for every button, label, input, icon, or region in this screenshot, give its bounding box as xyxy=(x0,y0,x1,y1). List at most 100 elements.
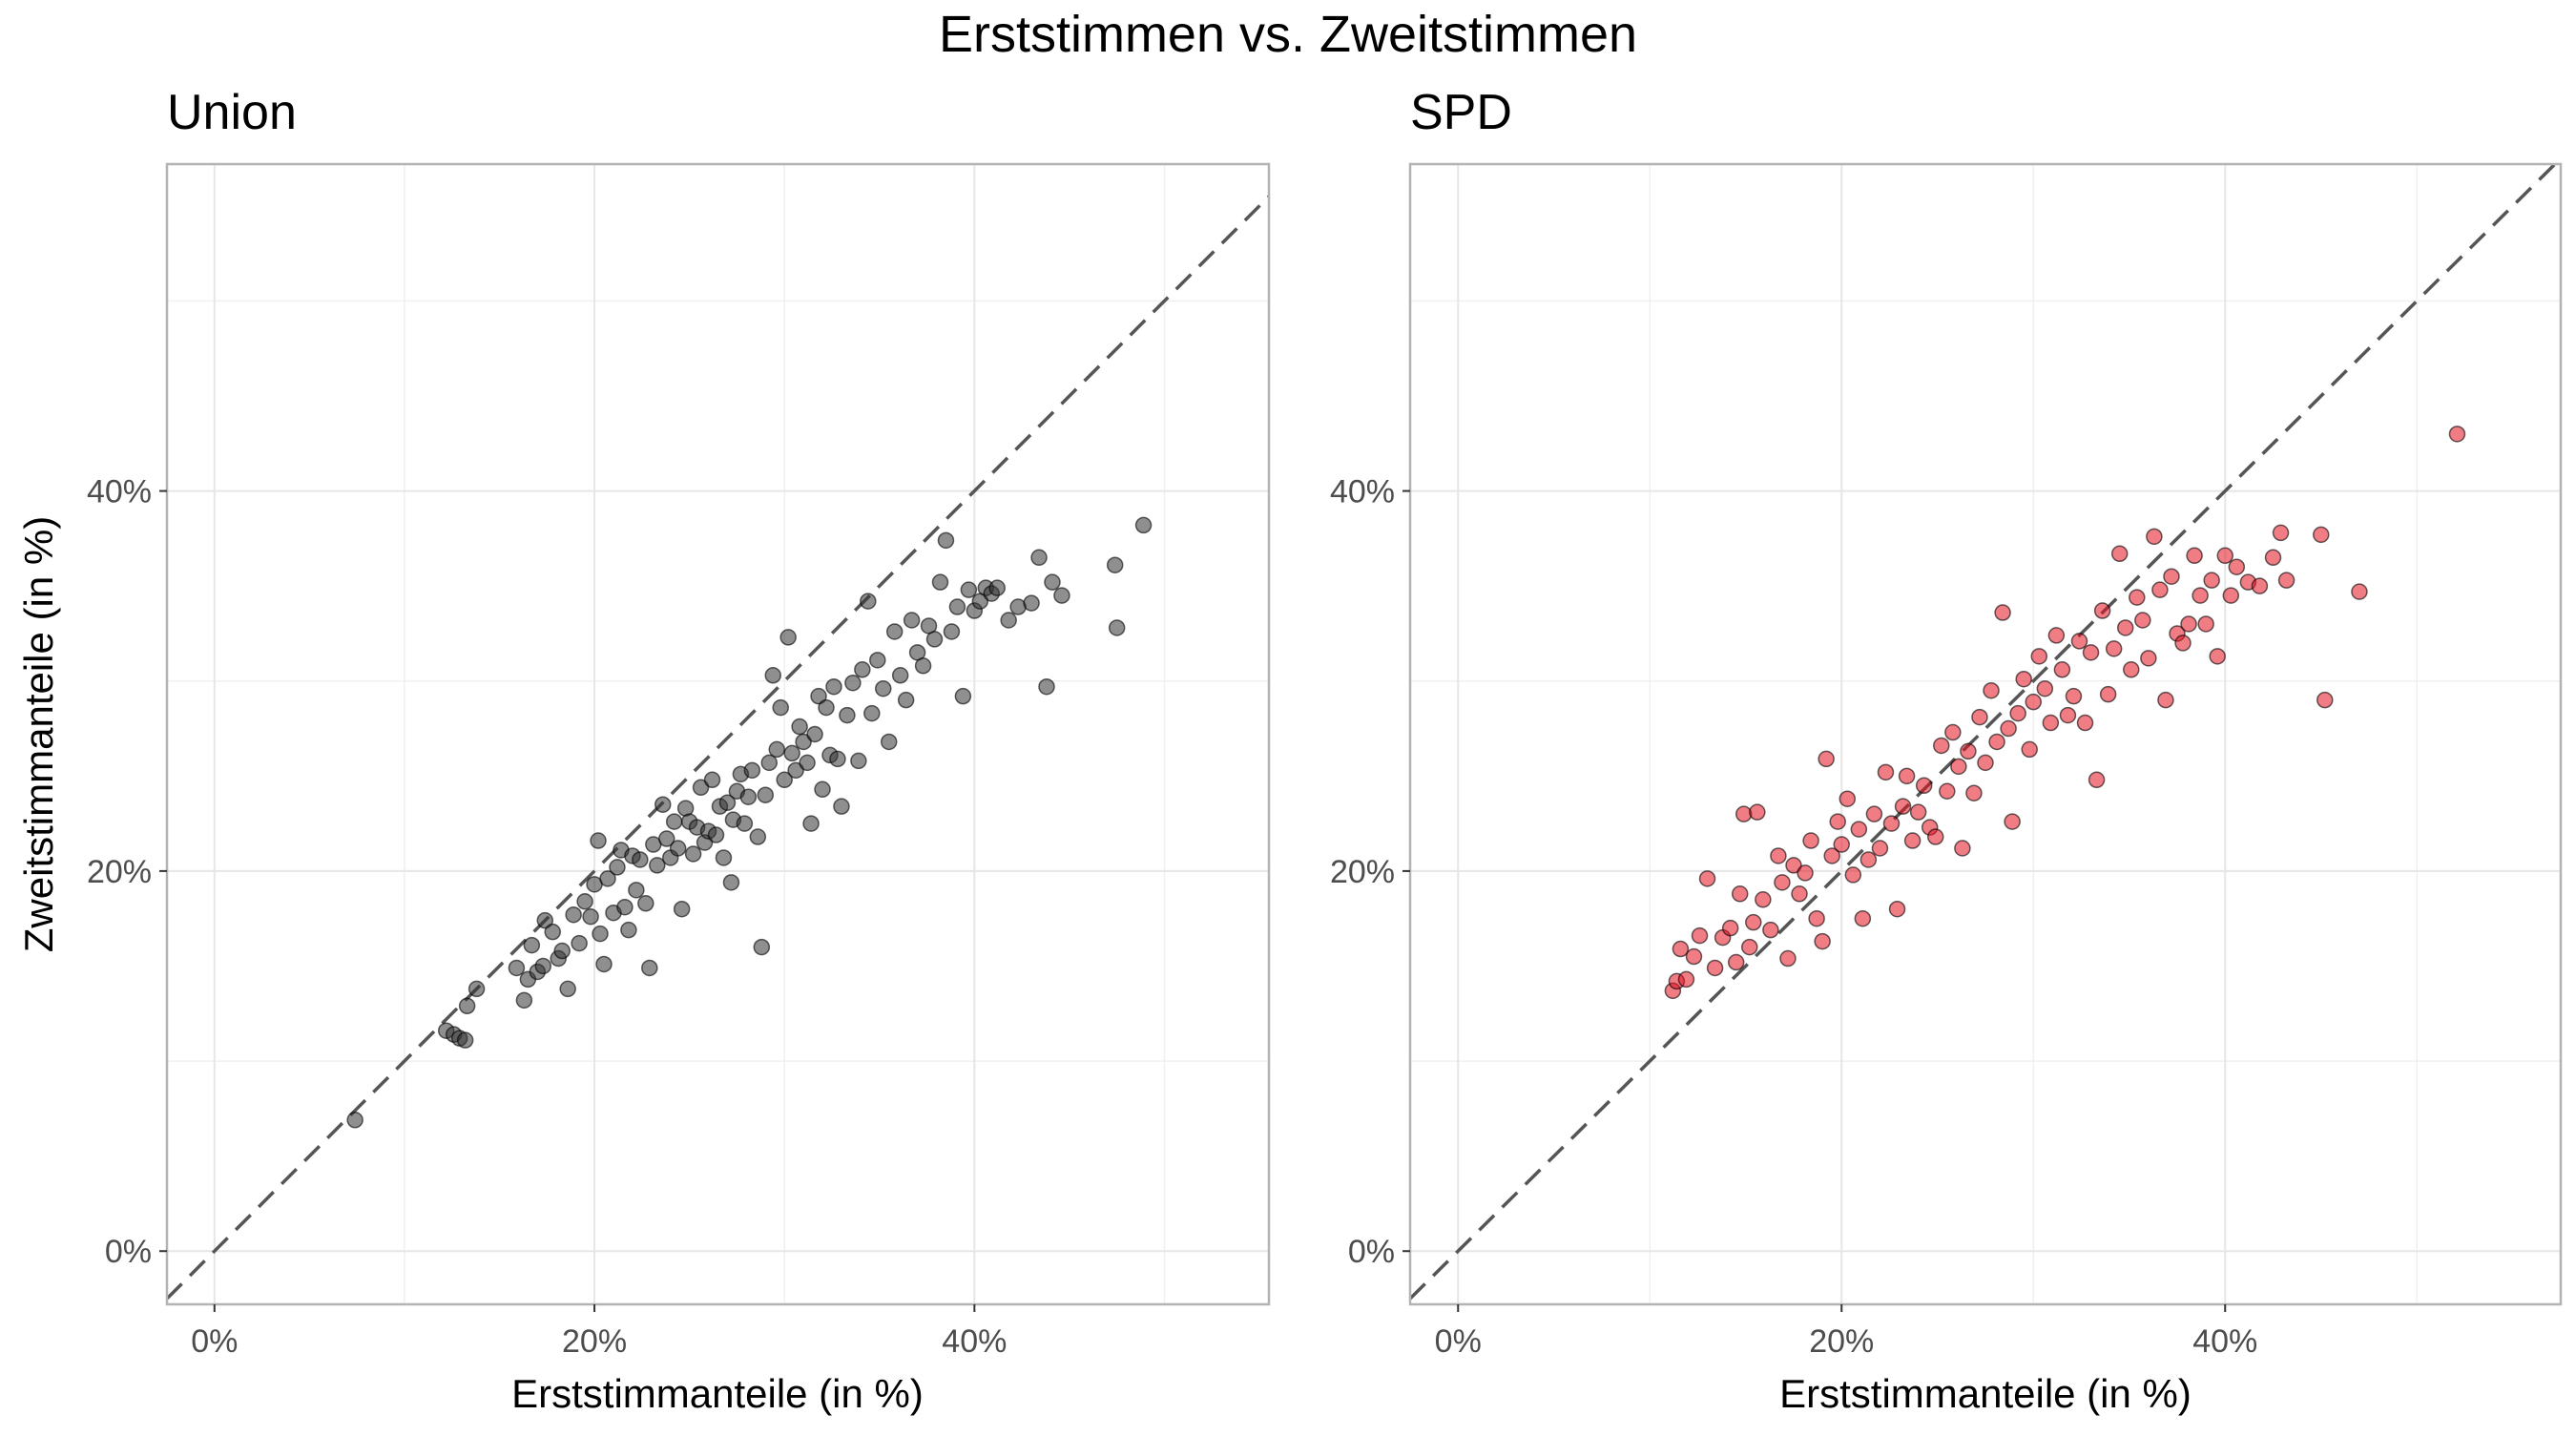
union-point xyxy=(544,923,561,941)
union-point xyxy=(620,921,637,939)
union-point xyxy=(937,531,955,550)
union-point xyxy=(791,718,808,736)
spd-point xyxy=(2076,714,2094,732)
union-point xyxy=(576,893,593,910)
union-point xyxy=(515,991,533,1009)
union-point xyxy=(931,573,949,591)
union-point xyxy=(988,579,1006,596)
spd-point xyxy=(2129,589,2146,606)
union-point xyxy=(590,832,607,849)
spd-y-tick-label: 20% xyxy=(1330,854,1395,890)
union-point xyxy=(829,750,846,768)
spd-point xyxy=(1854,909,1872,927)
union-point xyxy=(632,851,649,868)
union-point xyxy=(776,771,793,789)
union-point xyxy=(783,744,800,762)
union-point xyxy=(536,911,554,929)
union-point xyxy=(592,925,609,943)
union-point xyxy=(599,870,616,887)
spd-point xyxy=(1977,754,1994,772)
spd-point xyxy=(1672,940,1690,958)
spd-point xyxy=(1903,832,1922,849)
union-panel-title: Union xyxy=(167,85,297,140)
spd-point xyxy=(1685,947,1703,966)
spd-point xyxy=(2123,661,2140,678)
spd-point xyxy=(2264,549,2282,567)
spd-point xyxy=(1859,851,1878,868)
spd-point xyxy=(2228,558,2246,575)
spd-point xyxy=(2174,635,2192,652)
spd-point xyxy=(1844,866,1862,884)
union-y-tick-label: 40% xyxy=(87,474,152,510)
spd-point xyxy=(1797,864,1814,882)
spd-point xyxy=(1882,815,1901,832)
spd-point xyxy=(1877,763,1895,781)
spd-point xyxy=(1818,750,1835,768)
union-point xyxy=(925,631,944,648)
spd-point xyxy=(2105,640,2123,657)
figure-title: Erststimmen vs. Zweitstimmen xyxy=(939,6,1637,63)
union-y-axis-label: Zweitstimmanteile (in %) xyxy=(16,516,61,952)
spd-point xyxy=(2251,577,2269,594)
union-point xyxy=(673,900,691,918)
union-point xyxy=(897,691,915,709)
spd-point xyxy=(1954,840,1971,857)
union-point xyxy=(768,740,785,759)
spd-point xyxy=(1909,803,1927,821)
union-point xyxy=(718,794,737,811)
union-point xyxy=(1000,612,1017,629)
union-point xyxy=(814,780,831,799)
spd-point xyxy=(1808,909,1825,927)
union-point xyxy=(795,733,812,751)
union-point xyxy=(707,826,725,843)
spd-point xyxy=(1770,847,1787,864)
union-point xyxy=(743,761,761,780)
spd-point xyxy=(1915,777,1933,795)
union-point xyxy=(860,593,877,610)
spd-point xyxy=(2180,615,2197,633)
union-point xyxy=(802,815,820,832)
union-point xyxy=(880,733,898,751)
spd-point xyxy=(1731,885,1749,903)
spd-point xyxy=(1950,758,1967,776)
spd-point xyxy=(2021,740,2038,759)
spd-point xyxy=(2222,587,2240,604)
spd-point xyxy=(1823,847,1840,864)
spd-point xyxy=(1865,805,1883,822)
spd-point xyxy=(2009,704,2026,722)
spd-point xyxy=(2134,612,2151,629)
spd-point xyxy=(2192,587,2209,604)
spd-point xyxy=(1933,737,1950,755)
spd-point xyxy=(2448,426,2466,443)
union-point xyxy=(1030,549,1048,567)
spd-point xyxy=(2047,627,2066,644)
spd-point xyxy=(1898,767,1916,785)
spd-point xyxy=(1762,921,1779,939)
spd-point xyxy=(2099,685,2117,703)
union-point xyxy=(799,754,816,772)
spd-x-axis-label: Erststimmanteile (in %) xyxy=(1779,1371,2192,1416)
union-point xyxy=(863,704,881,722)
union-point xyxy=(818,698,835,717)
union-point xyxy=(523,936,541,954)
union-point xyxy=(595,955,613,973)
spd-point xyxy=(2053,661,2071,678)
spd-point xyxy=(2197,615,2214,633)
union-point xyxy=(739,788,758,805)
union-point xyxy=(609,859,626,876)
panel-union: 0% 20% 40% 0% 20% 40% Union Erststimmanteile (i… xyxy=(16,85,1271,1416)
spd-point xyxy=(1939,782,1956,800)
union-x-axis-label: Erststimmanteile (in %) xyxy=(511,1371,924,1416)
union-point xyxy=(649,857,666,874)
union-point xyxy=(903,612,921,629)
union-point xyxy=(571,934,588,952)
union-point xyxy=(850,752,867,770)
union-point xyxy=(565,905,582,924)
union-panel-border xyxy=(165,162,1271,1306)
union-point xyxy=(1108,619,1126,636)
spd-point xyxy=(1894,798,1912,815)
union-point xyxy=(914,657,932,675)
spd-point xyxy=(2277,572,2296,589)
spd-x-tick-label: 20% xyxy=(1809,1323,1874,1360)
spd-point xyxy=(1691,926,1709,945)
